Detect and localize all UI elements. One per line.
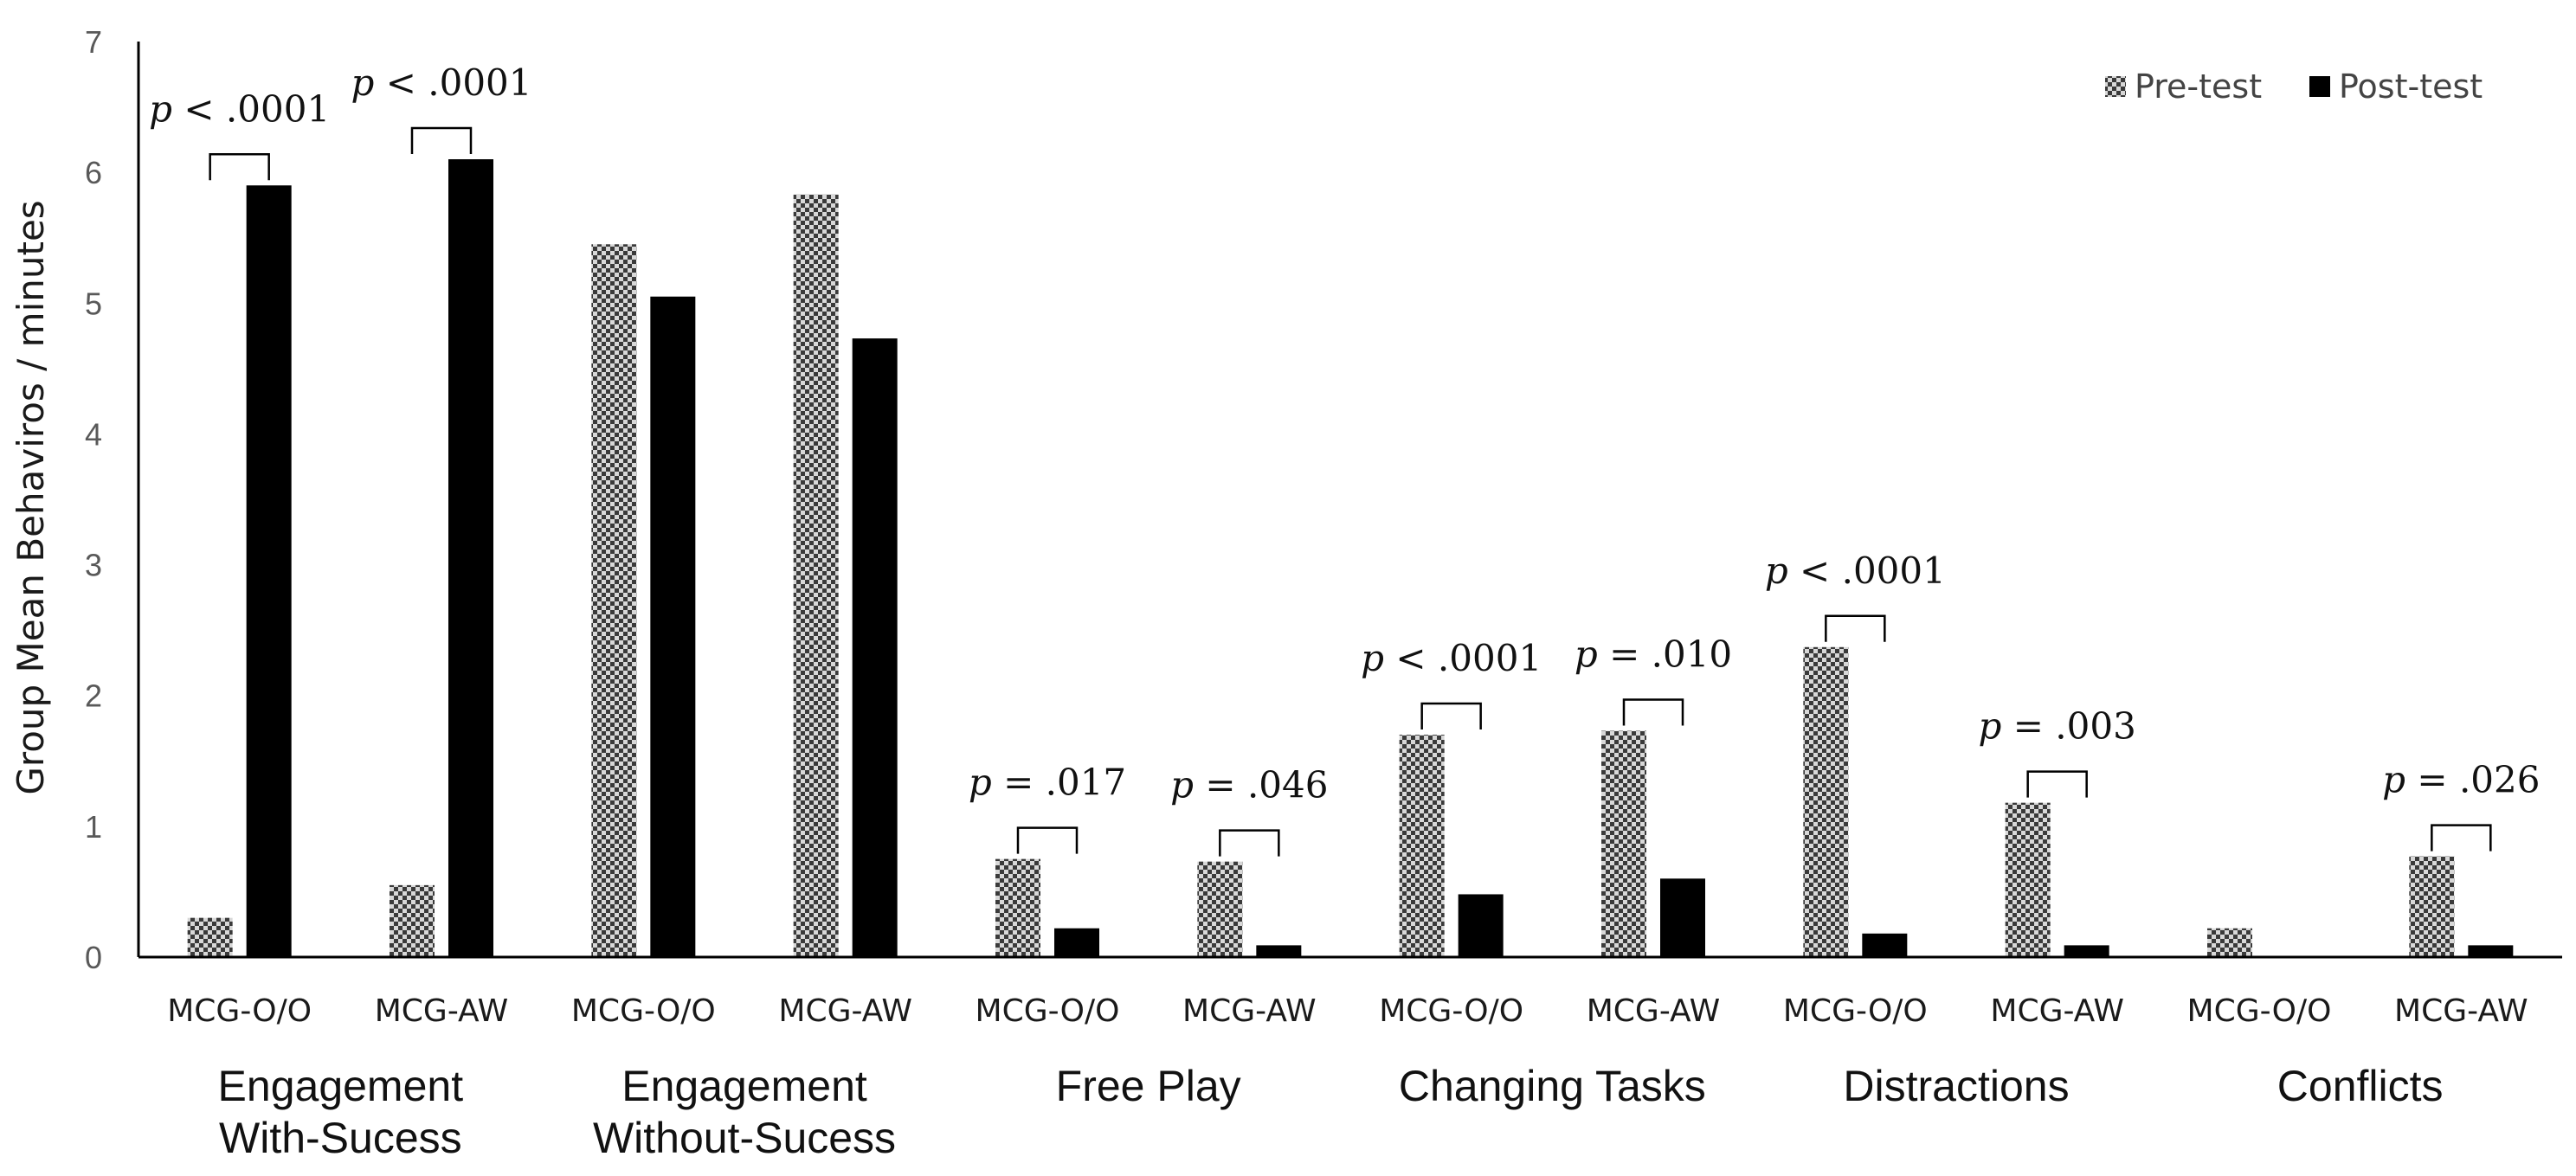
y-tick-label: 2	[85, 678, 102, 714]
bar-post-test	[2064, 945, 2109, 957]
p-value-label: p = .003	[1979, 705, 2136, 748]
significance-bracket	[1219, 829, 1280, 857]
significance-bracket	[209, 153, 270, 181]
bar-pre-test	[591, 244, 637, 957]
p-value-label: p < .0001	[149, 87, 330, 130]
group-label: Distractions	[1843, 1062, 2069, 1110]
bar-pre-test	[1197, 861, 1243, 957]
bar-post-test	[1458, 894, 1504, 957]
group-label: Engagement Without-Sucess	[593, 1062, 896, 1162]
bar-post-test	[1862, 933, 1908, 957]
p-value-label: p = .010	[1575, 633, 1732, 676]
significance-bracket	[1825, 614, 1886, 642]
significance-brackets: p < .0001 p < .0001 p = .017 p = .046 p < .0…	[149, 61, 2540, 857]
x-tick-label: MCG-AW	[375, 993, 509, 1029]
legend-swatch-pre-test	[2105, 76, 2126, 97]
legend: Pre-test Post-test	[2105, 67, 2483, 106]
significance-bracket	[410, 126, 473, 155]
y-tick-label: 3	[85, 548, 102, 583]
bar-post-test	[2468, 945, 2514, 957]
group-label: Engagement With-Sucess	[218, 1062, 464, 1162]
group-labels: Engagement With-Sucess Engagement Without-S…	[218, 1062, 2444, 1162]
p-value-label: p < .0001	[351, 61, 531, 104]
p-value-label: p = .046	[1170, 764, 1328, 806]
bar-pre-test	[390, 884, 435, 957]
bar-pre-test	[793, 194, 839, 957]
bar-pre-test	[2207, 928, 2252, 957]
x-tick-label: MCG-AW	[778, 993, 912, 1029]
x-axis-tick-labels: MCG-O/O MCG-AW MCG-O/O MCG-AW MCG-O/O MCG-AW M…	[167, 993, 2528, 1029]
bar-pre-test	[2005, 802, 2051, 957]
y-tick-label: 5	[85, 286, 102, 321]
x-tick-label: MCG-O/O	[1379, 993, 1523, 1029]
group-label: Free Play	[1056, 1062, 1241, 1110]
significance-bracket	[1420, 702, 1482, 730]
bars	[187, 159, 2514, 957]
group-label: Changing Tasks	[1399, 1062, 1706, 1110]
bar-post-test	[1660, 878, 1705, 957]
legend-swatch-post-test	[2309, 76, 2330, 97]
legend-label-pre-test: Pre-test	[2135, 67, 2262, 106]
x-tick-label: MCG-AW	[1990, 993, 2124, 1029]
y-axis-label: Group Mean Behaviros / minutes	[10, 200, 52, 794]
bar-post-test	[1054, 928, 1099, 957]
bar-post-test	[852, 338, 898, 957]
y-tick-label: 7	[85, 24, 102, 60]
x-tick-label: MCG-AW	[1587, 993, 1721, 1029]
p-value-label: p < .0001	[1361, 637, 1542, 679]
x-tick-label: MCG-AW	[1182, 993, 1317, 1029]
legend-label-post-test: Post-test	[2339, 67, 2483, 106]
bar-pre-test	[1601, 730, 1646, 957]
bar-post-test	[650, 296, 696, 957]
significance-bracket	[1016, 826, 1079, 854]
x-tick-label: MCG-O/O	[571, 993, 716, 1029]
y-axis-ticks: 0 1 2 3 4 5 6 7	[85, 24, 102, 975]
p-value-label: p = .026	[2382, 759, 2540, 801]
x-tick-label: MCG-AW	[2394, 993, 2528, 1029]
bar-post-test	[246, 185, 292, 957]
bar-pre-test	[1399, 735, 1445, 957]
significance-bracket	[2431, 824, 2492, 851]
group-label: Conflicts	[2277, 1062, 2444, 1110]
bar-pre-test	[187, 917, 233, 957]
x-tick-label: MCG-O/O	[2187, 993, 2332, 1029]
y-tick-label: 4	[85, 416, 102, 452]
x-tick-label: MCG-O/O	[167, 993, 312, 1029]
x-tick-label: MCG-O/O	[976, 993, 1120, 1029]
y-tick-label: 0	[85, 940, 102, 975]
x-tick-label: MCG-O/O	[1783, 993, 1928, 1029]
bar-pre-test	[995, 858, 1040, 957]
y-tick-label: 1	[85, 809, 102, 845]
significance-bracket	[1622, 698, 1684, 726]
p-value-label: p = .017	[969, 762, 1126, 804]
bar-pre-test	[1803, 646, 1849, 957]
significance-bracket	[2026, 770, 2088, 798]
y-tick-label: 6	[85, 155, 102, 190]
bar-post-test	[1256, 945, 1302, 957]
p-value-label: p < .0001	[1765, 549, 1946, 592]
bar-pre-test	[2409, 856, 2455, 957]
bar-post-test	[448, 159, 493, 957]
